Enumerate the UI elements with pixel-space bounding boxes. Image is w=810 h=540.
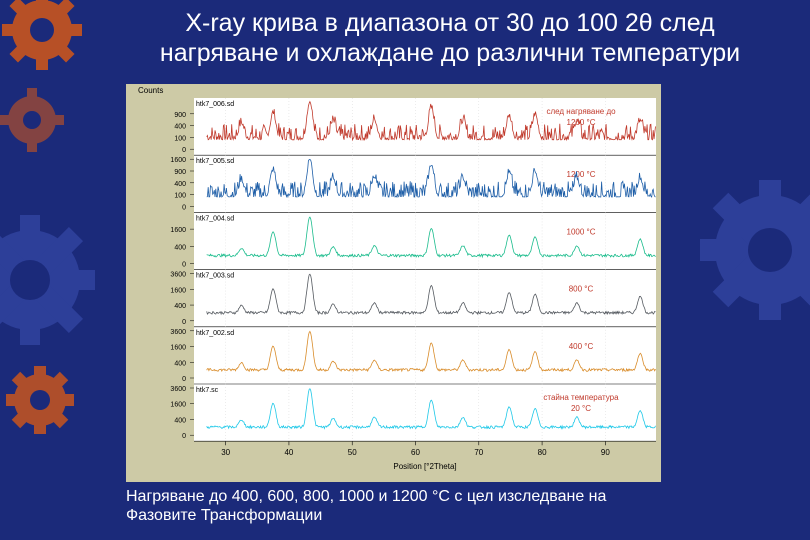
series-line: [206, 100, 656, 142]
y-tick-label: 400: [174, 303, 186, 310]
slide-title-line-2: нагряване и охлаждане до различни темпер…: [159, 39, 741, 67]
series-line: [206, 158, 656, 199]
panel-temperature-label-2: 1200 °C: [567, 118, 596, 127]
y-tick-label: 100: [174, 193, 186, 200]
xrd-figure: Counts 900 400 100 0 htk7_006.sd след нагряван…: [126, 84, 661, 482]
x-tick-label: 40: [284, 448, 293, 457]
x-tick-label: 80: [538, 448, 547, 457]
slide-title: X-ray крива в диапазона от 30 до 100 2θ …: [100, 8, 800, 68]
caption-line-2: Фазовите Трансформации: [126, 507, 323, 524]
panel-temperature-label: 800 °C: [569, 285, 594, 294]
y-axis-title: Counts: [138, 86, 163, 95]
slide-title-line-1: X-ray крива в диапазона от 30 до 100 2θ …: [185, 9, 715, 37]
x-tick-label: 70: [474, 448, 483, 457]
panel-file-label: htk7_004.sd: [196, 215, 234, 222]
y-tick-label: 1600: [170, 402, 186, 409]
panel-temperature-label: 1000 °C: [567, 227, 596, 236]
y-tick-label: 400: [174, 360, 186, 367]
y-tick-label: 3600: [170, 329, 186, 336]
panel-file-label: htk7.sc: [196, 387, 219, 394]
x-tick-label: 60: [411, 448, 420, 457]
panel-temperature-label: 400 °C: [569, 342, 594, 351]
series-line: [206, 216, 656, 259]
y-tick-label: 1600: [170, 227, 186, 234]
x-tick-label: 50: [348, 448, 357, 457]
y-tick-label: 0: [182, 319, 186, 326]
y-tick-label: 0: [182, 262, 186, 269]
y-tick-label: 3600: [170, 386, 186, 393]
series-line: [206, 388, 656, 430]
slide-caption: Нагряване до 400, 600, 800, 1000 и 1200 …: [126, 487, 806, 525]
panel-temperature-label-2: 20 °C: [571, 404, 591, 413]
y-tick-label: 3600: [170, 272, 186, 279]
panel-temperature-label: след нагряване до: [546, 107, 616, 116]
y-tick-label: 1600: [170, 287, 186, 294]
y-tick-label: 400: [174, 181, 186, 188]
panel-file-label: htk7_002.sd: [196, 330, 234, 337]
y-tick-label: 0: [182, 376, 186, 383]
y-tick-label: 100: [174, 135, 186, 142]
gear-left-middle-icon: [0, 215, 95, 434]
x-axis-label: Position [°2Theta]: [393, 462, 456, 471]
y-tick-label: 0: [182, 204, 186, 211]
caption-line-1: Нагряване до 400, 600, 800, 1000 и 1200 …: [126, 488, 607, 505]
y-tick-label: 0: [182, 147, 186, 154]
y-tick-label: 400: [174, 244, 186, 251]
series-line: [206, 273, 656, 316]
y-tick-label: 0: [182, 433, 186, 440]
series-line: [206, 330, 656, 373]
x-tick-label: 30: [221, 448, 230, 457]
panel-temperature-label: стайна температура: [543, 393, 619, 402]
panel-file-label: htk7_006.sd: [196, 101, 234, 108]
panel-temperature-label: 1200 °C: [567, 170, 596, 179]
y-tick-label: 900: [174, 169, 186, 176]
y-tick-label: 1600: [170, 345, 186, 352]
panel-file-label: htk7_005.sd: [196, 158, 234, 165]
gear-left-top-icon: [0, 0, 82, 152]
y-tick-label: 400: [174, 417, 186, 424]
y-tick-label: 400: [174, 124, 186, 131]
x-tick-label: 90: [601, 448, 610, 457]
y-tick-label: 1600: [170, 157, 186, 164]
panel-file-label: htk7_003.sd: [196, 273, 234, 280]
gear-right-icon: [700, 180, 810, 320]
y-tick-label: 900: [174, 112, 186, 119]
